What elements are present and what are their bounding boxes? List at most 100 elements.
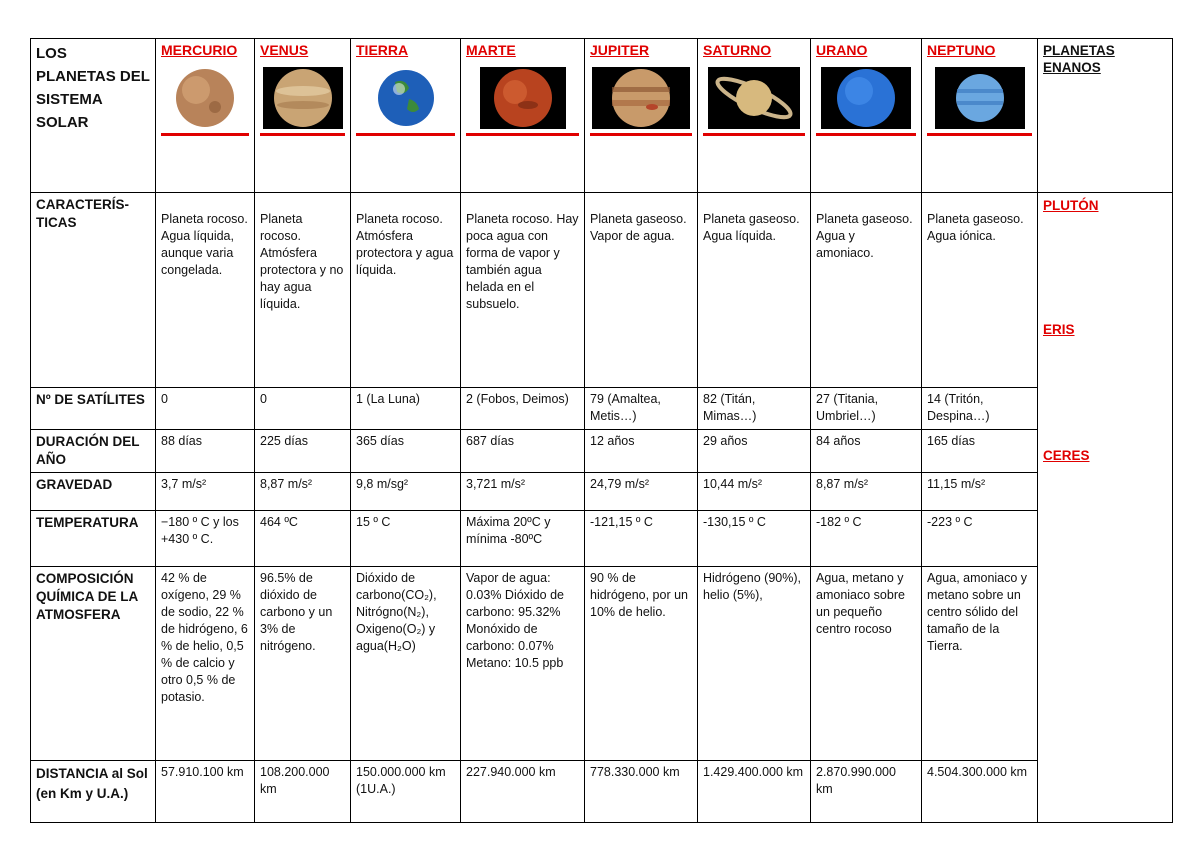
row-label: DISTANCIA al Sol (en Km y U.A.) [30, 760, 156, 823]
jupiter-image [590, 67, 692, 129]
cell: Planeta rocoso. Agua líquida, aunque var… [155, 192, 255, 388]
planet-header-tierra: TIERRA [350, 38, 461, 193]
cell: -121,15 º C [584, 510, 698, 567]
row-label: DURACIÓN DEL AÑO [30, 429, 156, 473]
cell: 96.5% de dióxido de carbono y un 3% de n… [254, 566, 351, 761]
cell: 227.940.000 km [460, 760, 585, 823]
cell: 84 años [810, 429, 922, 473]
cell: 3,721 m/s² [460, 472, 585, 511]
cell: 27 (Titania, Umbriel…) [810, 387, 922, 430]
cell: Hidrógeno (90%), helio (5%), [697, 566, 811, 761]
cell: -182 º C [810, 510, 922, 567]
cell: 365 días [350, 429, 461, 473]
table-title: LOS PLANETAS DEL SISTEMA SOLAR [30, 38, 156, 193]
cell: 2.870.990.000 km [810, 760, 922, 823]
cell: 82 (Titán, Mimas…) [697, 387, 811, 430]
cell: 150.000.000 km (1U.A.) [350, 760, 461, 823]
row-gravedad: GRAVEDAD 3,7 m/s² 8,87 m/s² 9,8 m/sg² 3,… [30, 472, 1173, 511]
cell: Planeta gaseoso. Agua iónica. [921, 192, 1038, 388]
cell: 464 ºC [254, 510, 351, 567]
row-caracteristicas: CARACTERÍS-TICAS Planeta rocoso. Agua lí… [30, 192, 1173, 823]
cell: 8,87 m/s² [254, 472, 351, 511]
header-row: LOS PLANETAS DEL SISTEMA SOLAR MERCURIO … [30, 38, 1173, 193]
cell: Máxima 20ºC y mínima -80ºC [460, 510, 585, 567]
saturn-image [703, 67, 805, 129]
cell: 108.200.000 km [254, 760, 351, 823]
venus-image [260, 67, 345, 129]
row-label: GRAVEDAD [30, 472, 156, 511]
cell: Planeta rocoso. Atmósfera protectora y a… [350, 192, 461, 388]
cell: Planeta rocoso. Atmósfera protectora y n… [254, 192, 351, 388]
cell: 1.429.400.000 km [697, 760, 811, 823]
cell: Planeta rocoso. Hay poca agua con forma … [460, 192, 585, 388]
cell: 11,15 m/s² [921, 472, 1038, 511]
planet-header-marte: MARTE [460, 38, 585, 193]
cell: 42 % de oxígeno, 29 % de sodio, 22 % de … [155, 566, 255, 761]
cell: 8,87 m/s² [810, 472, 922, 511]
cell: 1 (La Luna) [350, 387, 461, 430]
cell: Planeta gaseoso. Agua líquida. [697, 192, 811, 388]
earth-image [356, 67, 455, 129]
planet-name: TIERRA [356, 42, 409, 58]
neptune-image [927, 67, 1032, 129]
cell: 687 días [460, 429, 585, 473]
planet-header-saturno: SATURNO [697, 38, 811, 193]
uranus-image [816, 67, 916, 129]
cell: 165 días [921, 429, 1038, 473]
dwarf-planets-header: PLANETAS ENANOS [1037, 38, 1173, 193]
dwarf-planets-list: PLUTÓN ERIS CERES [1037, 192, 1173, 823]
cell: 14 (Tritón, Despina…) [921, 387, 1038, 430]
planet-header-urano: URANO [810, 38, 922, 193]
cell: -130,15 º C [697, 510, 811, 567]
row-duracion: DURACIÓN DEL AÑO 88 días 225 días 365 dí… [30, 429, 1173, 473]
cell: 9,8 m/sg² [350, 472, 461, 511]
cell: Dióxido de carbono(CO₂), Nitrógno(N₂), O… [350, 566, 461, 761]
cell: 57.910.100 km [155, 760, 255, 823]
cell: 225 días [254, 429, 351, 473]
cell: 778.330.000 km [584, 760, 698, 823]
dwarf-planet-ceres: CERES [1043, 448, 1090, 463]
cell: 3,7 m/s² [155, 472, 255, 511]
cell: −180 º C y los +430 º C. [155, 510, 255, 567]
row-temperatura: TEMPERATURA −180 º C y los +430 º C. 464… [30, 510, 1173, 567]
planet-header-venus: VENUS [254, 38, 351, 193]
mercury-image [161, 67, 249, 129]
cell: 10,44 m/s² [697, 472, 811, 511]
row-label: TEMPERATURA [30, 510, 156, 567]
planet-header-neptuno: NEPTUNO [921, 38, 1038, 193]
planet-header-mercurio: MERCURIO [155, 38, 255, 193]
cell: 15 º C [350, 510, 461, 567]
planet-name: NEPTUNO [927, 42, 996, 58]
cell: 12 años [584, 429, 698, 473]
mars-image [466, 67, 579, 129]
cell: Agua, metano y amoniaco sobre un pequeño… [810, 566, 922, 761]
cell: 90 % de hidrógeno, por un 10% de helio. [584, 566, 698, 761]
planets-table: LOS PLANETAS DEL SISTEMA SOLAR MERCURIO … [30, 38, 1173, 823]
cell: Vapor de agua: 0.03% Dióxido de carbono:… [460, 566, 585, 761]
cell: Planeta gaseoso. Vapor de agua. [584, 192, 698, 388]
cell: 29 años [697, 429, 811, 473]
cell: 24,79 m/s² [584, 472, 698, 511]
row-label: COMPOSICIÓN QUÍMICA DE LA ATMOSFERA [30, 566, 156, 761]
planet-name: MERCURIO [161, 42, 238, 58]
planet-name: MARTE [466, 42, 516, 58]
row-satelites: Nº DE SATÍLITES 0 0 1 (La Luna) 2 (Fobos… [30, 387, 1173, 430]
cell: 79 (Amaltea, Metis…) [584, 387, 698, 430]
dwarf-planet-eris: ERIS [1043, 322, 1075, 337]
cell: Agua, amoniaco y metano sobre un centro … [921, 566, 1038, 761]
dwarf-planet-pluton: PLUTÓN [1043, 198, 1099, 213]
cell: 88 días [155, 429, 255, 473]
planet-header-jupiter: JUPITER [584, 38, 698, 193]
row-label: CARACTERÍS-TICAS [30, 192, 156, 388]
cell: Planeta gaseoso. Agua y amoniaco. [810, 192, 922, 388]
cell: 4.504.300.000 km [921, 760, 1038, 823]
cell: -223 º C [921, 510, 1038, 567]
cell: 2 (Fobos, Deimos) [460, 387, 585, 430]
row-composicion: COMPOSICIÓN QUÍMICA DE LA ATMOSFERA 42 %… [30, 566, 1173, 761]
row-distancia: DISTANCIA al Sol (en Km y U.A.) 57.910.1… [30, 760, 1173, 823]
planet-name: JUPITER [590, 42, 650, 58]
cell: 0 [155, 387, 255, 430]
row-label: Nº DE SATÍLITES [30, 387, 156, 430]
planet-name: SATURNO [703, 42, 772, 58]
planet-name: VENUS [260, 42, 309, 58]
